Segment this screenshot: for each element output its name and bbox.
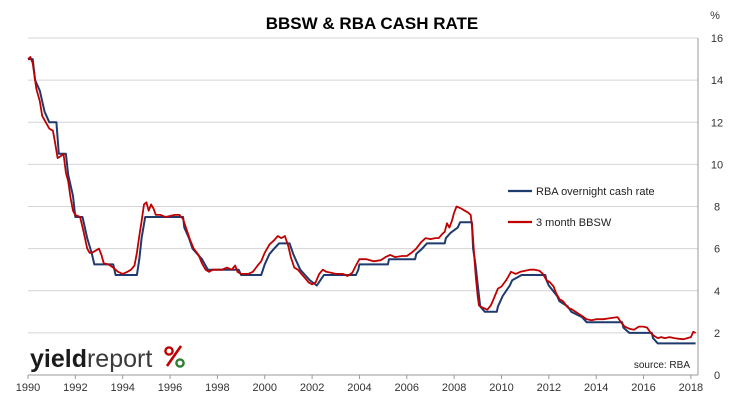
- x-tick-label: 1996: [158, 382, 182, 394]
- y-tick-label: 6: [714, 244, 720, 256]
- x-tick-label: 1992: [63, 382, 87, 394]
- y-tick-label: 0: [714, 370, 720, 382]
- x-tick-label: 2008: [442, 382, 466, 394]
- x-tick-labels: 1990 1992 1994 1996 1998 2000 2002 2004 2006 2008…: [16, 382, 703, 394]
- x-tick-label: 2004: [347, 382, 371, 394]
- x-tick-label: 1990: [16, 382, 40, 394]
- x-tick-label: 2000: [253, 382, 277, 394]
- svg-text:yieldreport: yieldreport: [30, 345, 152, 373]
- x-tick-label: 1998: [205, 382, 229, 394]
- series-line-cash-rate: [28, 58, 696, 345]
- x-tick-label: 2002: [300, 382, 324, 394]
- legend: RBA overnight cash rate 3 month BBSW: [508, 186, 655, 229]
- x-tick-label: 2016: [631, 382, 655, 394]
- y-tick-label: 16: [711, 33, 723, 45]
- y-tick-label: 2: [714, 328, 720, 340]
- legend-label-bbsw: 3 month BBSW: [536, 217, 612, 229]
- y-tick-label: 4: [714, 286, 720, 298]
- y-tick-label: 8: [714, 202, 720, 214]
- logo-percent-icon: [164, 345, 185, 368]
- y-tick-label: 10: [711, 159, 723, 171]
- y-tick-labels: 0 2 4 6 8 10 12 14 16: [711, 33, 723, 382]
- y-tick-label: 12: [711, 117, 723, 129]
- chart-title: BBSW & RBA CASH RATE: [266, 14, 479, 33]
- yieldreport-logo: yieldreport: [30, 345, 185, 373]
- logo-word-report: report: [87, 345, 152, 373]
- x-tick-label: 2010: [489, 382, 513, 394]
- x-tick-label: 2006: [395, 382, 419, 394]
- legend-label-cash-rate: RBA overnight cash rate: [536, 186, 655, 198]
- axes: [27, 38, 699, 379]
- logo-word-yield: yield: [30, 345, 87, 373]
- x-tick-label: 1994: [110, 382, 134, 394]
- x-tick-label: 2014: [584, 382, 608, 394]
- series-line-bbsw: [27, 56, 696, 341]
- y-tick-label: 14: [711, 75, 723, 87]
- series-lines: [27, 56, 696, 345]
- x-tick-label: 2018: [679, 382, 703, 394]
- x-tick-label: 2012: [537, 382, 561, 394]
- y-axis-unit: %: [710, 10, 720, 22]
- source-note: source: RBA: [634, 360, 690, 371]
